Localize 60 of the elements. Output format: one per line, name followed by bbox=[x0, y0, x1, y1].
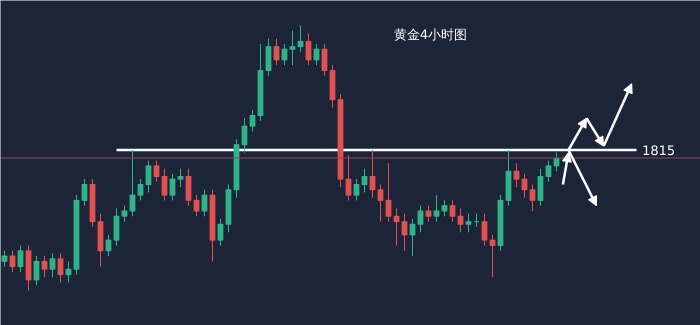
candlestick bbox=[298, 24, 304, 52]
candlestick bbox=[346, 154, 352, 201]
candlestick bbox=[250, 110, 256, 132]
candlestick bbox=[442, 200, 448, 217]
text: 1815 bbox=[642, 144, 676, 160]
candlestick bbox=[106, 234, 112, 257]
candlestick bbox=[514, 162, 520, 188]
candlestick bbox=[2, 250, 8, 268]
candlestick bbox=[418, 205, 424, 233]
candlestick bbox=[354, 178, 360, 201]
candlestick bbox=[554, 152, 560, 172]
candlestick bbox=[138, 178, 144, 201]
candlestick bbox=[122, 205, 128, 222]
chart-title: 黄金4小时图 bbox=[394, 28, 468, 43]
candlestick bbox=[186, 168, 192, 206]
candlestick bbox=[194, 194, 200, 217]
candlestick bbox=[58, 252, 64, 284]
candlestick bbox=[218, 218, 224, 246]
candlestick bbox=[34, 256, 40, 286]
candlestick bbox=[530, 184, 536, 212]
candlestick bbox=[202, 189, 208, 217]
candlestick bbox=[154, 160, 160, 182]
candlestick bbox=[434, 194, 440, 222]
candlestick bbox=[82, 178, 88, 206]
candlestick bbox=[266, 38, 272, 76]
candlestick bbox=[546, 160, 552, 182]
candlestick bbox=[466, 213, 472, 233]
candlestick bbox=[306, 32, 312, 66]
candlestick bbox=[450, 200, 456, 222]
candlestick bbox=[66, 260, 72, 284]
candlestick bbox=[42, 256, 48, 278]
candlestick bbox=[50, 252, 56, 278]
candlestick bbox=[370, 150, 376, 198]
candlestick bbox=[426, 205, 432, 222]
candlestick bbox=[322, 43, 328, 76]
candlestick bbox=[314, 43, 320, 66]
candlestick bbox=[162, 168, 168, 201]
candlestick bbox=[18, 244, 24, 272]
candlestick bbox=[394, 208, 400, 246]
candlestick bbox=[378, 184, 384, 222]
candlestick bbox=[290, 30, 296, 66]
candlestick bbox=[386, 162, 392, 222]
candlestick bbox=[170, 173, 176, 201]
candlestick bbox=[522, 173, 528, 198]
candlestick bbox=[178, 168, 184, 188]
candlestick bbox=[282, 43, 288, 66]
candlestick bbox=[146, 160, 152, 193]
candlestick bbox=[274, 38, 280, 66]
candlestick bbox=[410, 218, 416, 257]
candlestick bbox=[474, 213, 480, 228]
candlestick bbox=[482, 213, 488, 246]
candlestick bbox=[130, 150, 136, 217]
candlestick bbox=[402, 213, 408, 252]
candlestick bbox=[458, 208, 464, 233]
candlestick bbox=[362, 168, 368, 193]
candlestick bbox=[114, 208, 120, 246]
candlestick bbox=[242, 118, 248, 154]
candlestick bbox=[490, 234, 496, 278]
candlestick bbox=[10, 250, 16, 272]
candlestick bbox=[538, 168, 544, 206]
